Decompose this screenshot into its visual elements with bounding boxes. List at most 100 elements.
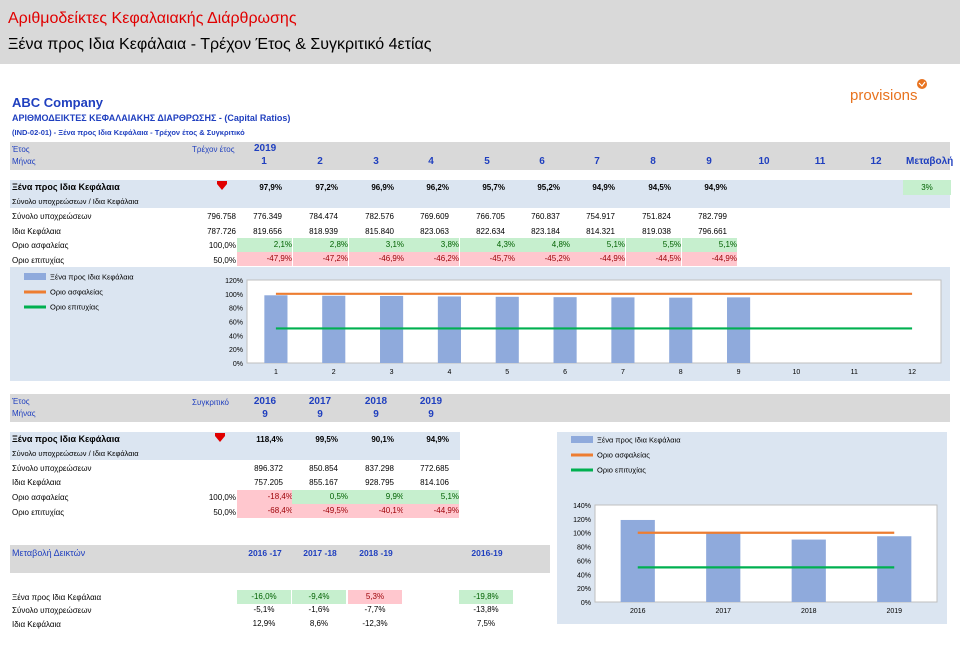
insurance-value: 4,3% [460, 238, 515, 252]
comp-success-value: -44,9% [403, 504, 459, 518]
bar [437, 296, 461, 363]
x-tick-label: 2016 [630, 608, 646, 615]
ratio-value: 94,5% [648, 183, 671, 192]
month-header: 6 [539, 156, 545, 167]
change-row-label: Σύνολο υποχρεώσεων [12, 606, 92, 615]
comp-month: 9 [428, 409, 434, 420]
equity-base: 787.726 [207, 227, 236, 236]
ratio-value: 97,9% [259, 183, 282, 192]
equity-value: 822.634 [476, 227, 505, 236]
liabilities-value: 760.837 [531, 212, 560, 221]
liabilities-value: 784.474 [309, 212, 338, 221]
bar [791, 539, 826, 602]
equity-label: Ιδια Κεφάλαια [12, 227, 61, 236]
x-tick-label: 2019 [886, 608, 902, 615]
current-year-label: Τρέχον έτος [192, 145, 235, 154]
comp-ratio-value: 99,5% [315, 435, 338, 444]
change-value-cell: -13,8% [473, 605, 499, 614]
liabilities-value: 776.349 [253, 212, 282, 221]
current-header-band [10, 142, 950, 170]
y-tick-label: 40% [577, 572, 591, 579]
month-header: 8 [650, 156, 656, 167]
change-period: 2016-19 [471, 548, 503, 558]
title-banner [0, 0, 960, 64]
y-tick-label: 80% [229, 306, 243, 313]
comp-chart: 0% 20% 40% 60% 80% 100% 120% 140% 2016 2017 2018 20… [571, 436, 938, 615]
y-tick-label: 60% [577, 558, 591, 565]
change-value-cell: -19,8% [459, 590, 513, 604]
comp-success-base: 50,0% [213, 508, 236, 517]
liabilities-value: 782.576 [365, 212, 394, 221]
comp-label: Συγκριτικό [192, 398, 229, 407]
provisions-logo: provisions [850, 79, 927, 104]
comp-ratio-sub-label: Σύνολο υποχρεώσεων / Ιδια Κεφάλαια [12, 449, 139, 458]
ratio-value: 94,9% [592, 183, 615, 192]
changes-title: Μεταβολή Δεικτών [12, 548, 86, 558]
insurance-value: 4,8% [515, 238, 570, 252]
change-period: 2018 -19 [359, 548, 393, 558]
success-value: -46,2% [404, 252, 459, 266]
comp-month-label: Μήνας [12, 409, 36, 418]
month-header: 1 [261, 156, 267, 167]
comp-liabilities-value: 772.685 [420, 464, 449, 473]
comp-liabilities-value: 896.372 [254, 464, 283, 473]
equity-value: 819.038 [642, 227, 671, 236]
comp-equity-value: 757.205 [254, 478, 283, 487]
comp-success-value: -40,1% [348, 504, 404, 518]
month-header: 4 [428, 156, 434, 167]
insurance-value: 5,5% [626, 238, 681, 252]
x-tick-label: 4 [447, 369, 451, 376]
comp-year: 2019 [419, 396, 443, 407]
ratio-band [10, 180, 950, 208]
x-tick-label: 10 [793, 369, 801, 376]
ratio-label: Ξένα προς Ιδια Κεφάλαια [12, 182, 120, 192]
comp-ratio-label: Ξένα προς Ιδια Κεφάλαια [12, 434, 120, 444]
change-value: 3% [903, 180, 951, 195]
ratio-value: 95,7% [482, 183, 505, 192]
comp-month: 9 [262, 409, 268, 420]
legend-swatch [571, 436, 593, 443]
success-value: -44,9% [570, 252, 625, 266]
comp-year: 2018 [364, 396, 388, 407]
legend-label: Οριο επιτυχίας [50, 303, 99, 312]
legend-label: Οριο ασφαλείας [597, 451, 650, 460]
comp-ratio-value: 90,1% [371, 435, 394, 444]
page-subtitle: Ξένα προς Ιδια Κεφάλαια - Τρέχον Έτος & … [8, 36, 432, 53]
legend-label: Ξένα προς Ιδια Κεφάλαια [597, 436, 681, 445]
comp-ratio-band [10, 432, 460, 460]
success-base: 50,0% [213, 256, 236, 265]
x-tick-label: 11 [851, 369, 858, 376]
current-chart: 0%20%40%60%80%100%120%1 2 3 4 5 6 7 8 9 10 11 12Ξέν… [24, 273, 942, 376]
y-tick-label: 80% [577, 545, 591, 552]
x-tick-label: 2 [332, 369, 336, 376]
ratio-value: 97,2% [315, 183, 338, 192]
liabilities-value: 754.917 [586, 212, 615, 221]
insurance-value: 5,1% [570, 238, 625, 252]
down-arrow-icon [217, 181, 227, 190]
equity-value: 815.840 [365, 227, 394, 236]
bar [495, 296, 519, 363]
change-value-cell: -12,3% [362, 619, 388, 628]
legend-label: Οριο ασφαλείας [50, 288, 103, 297]
bar [669, 297, 693, 363]
y-tick-label: 60% [229, 320, 243, 327]
comp-month: 9 [317, 409, 323, 420]
y-tick-label: 20% [577, 586, 591, 593]
liabilities-value: 766.705 [476, 212, 505, 221]
success-value: -45,2% [515, 252, 570, 266]
equity-value: 823.184 [531, 227, 560, 236]
change-value-cell: -16,0% [237, 590, 291, 604]
ratio-value: 96,2% [426, 183, 449, 192]
svg-text:provisions: provisions [850, 87, 918, 104]
legend-swatch [24, 273, 46, 280]
change-value-cell: -5,1% [253, 605, 275, 614]
change-label: Μεταβολή [906, 156, 954, 167]
legend-swatch [571, 468, 593, 472]
legend-swatch [24, 290, 46, 294]
ratio-value: 95,2% [537, 183, 560, 192]
comp-liabilities-value: 850.854 [309, 464, 338, 473]
y-tick-label: 140% [573, 503, 591, 510]
y-tick-label: 120% [225, 278, 243, 285]
y-tick-label: 20% [229, 347, 243, 354]
equity-value: 818.939 [309, 227, 338, 236]
